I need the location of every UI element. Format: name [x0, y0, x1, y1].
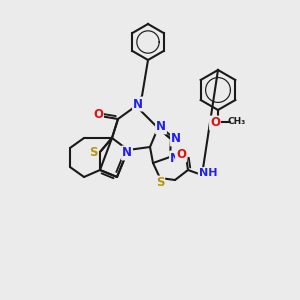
Text: CH₃: CH₃	[228, 118, 246, 127]
Text: O: O	[176, 148, 186, 161]
Text: N: N	[156, 121, 166, 134]
Text: S: S	[89, 146, 97, 158]
Text: N: N	[122, 146, 132, 160]
Text: N: N	[170, 152, 180, 164]
Text: S: S	[156, 176, 164, 190]
Text: N: N	[133, 98, 143, 110]
Text: O: O	[93, 109, 103, 122]
Text: N: N	[171, 133, 181, 146]
Text: NH: NH	[199, 168, 217, 178]
Text: O: O	[210, 116, 220, 130]
